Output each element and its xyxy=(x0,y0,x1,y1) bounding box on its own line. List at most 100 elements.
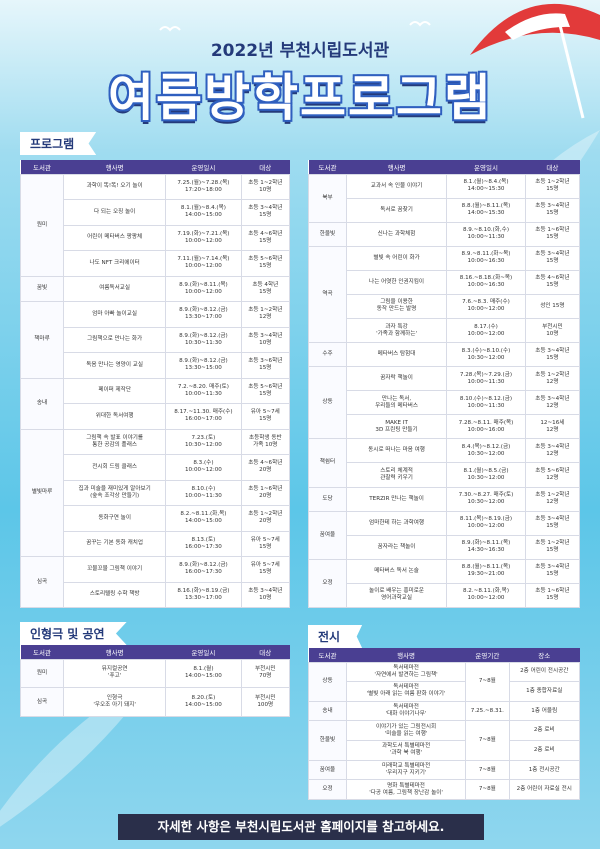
row: 한울빛 이야기가 있는 그림전시회 '미술을 읽는 여행' 7~8월 2층 로비 xyxy=(308,720,581,761)
cell-line: 인형극 xyxy=(106,695,123,702)
time-cell: 8.9.(화)~8.12.(금) 10:30~11:30 xyxy=(165,326,242,353)
cell-line: 8.10.(수) xyxy=(191,485,216,492)
cell-line: 초등 4~6학년 xyxy=(535,275,570,282)
row: 원미 과학이 똑!똑! 오기 놀이 7.25.(월)~7.28.(목) 17:20~1… xyxy=(19,173,291,277)
header-cell: 운영일시 xyxy=(165,160,242,174)
cell-line: 8.8.(월)~8.11.(목) xyxy=(461,564,511,571)
cell-line: 15명 xyxy=(259,569,272,576)
time-cell: 8.2.~8.11.(화,목) 10:00~12:00 xyxy=(446,582,526,609)
cell-line: 3D 프린팅 만들기 xyxy=(375,426,418,433)
library-cell: 책쉼터 xyxy=(308,438,347,488)
event-cell: 그림을 이용한 동작 만드는 발명 xyxy=(345,293,448,319)
cell-line: 10명 xyxy=(259,339,272,346)
cell-line: 초등 3~4학년 xyxy=(535,251,570,258)
cell-line: 관찰력 키우기 xyxy=(380,474,413,481)
header-cell: 대상 xyxy=(241,160,290,174)
target-cell: 초등 1~6학년 15명 xyxy=(524,582,581,609)
time-cell: 7.25.(월)~7.28.(목) 17:20~18:00 xyxy=(165,173,242,200)
row: 어린이 메타버스 팡팡체 7.19.(화)~7.21.(목) 10:00~12:00… xyxy=(21,224,291,251)
time-cell: 7.28.~8.11. 매주(목) 10:00~16:00 xyxy=(446,414,526,440)
cell-line: 10명 xyxy=(259,186,272,193)
cell-line: 교과서 속 인물 이야기 xyxy=(370,182,423,189)
time-cell: 8.9.(화)~8.12.(금) 13:30~17:00 xyxy=(165,301,242,328)
target-cell: 초등 1~2학년 12명 xyxy=(240,301,291,328)
cell-line: '우오조 아기 돼지' xyxy=(93,702,136,709)
cell-line: 7.25.(월)~7.28.(목) xyxy=(177,179,230,186)
cell-line: 15명 xyxy=(546,595,559,602)
cell-line: 집과 미술을 재미있게 알아보기 xyxy=(78,485,151,492)
cell-line: 초등 4~6학년 xyxy=(248,460,283,467)
header-row: 도서관 행사명 운영일시 대상 xyxy=(20,645,290,659)
cell-line: 놀이로 배우는 흥미로운 xyxy=(369,588,425,595)
cell-line: 8.9.(화)~8.12.(금) xyxy=(179,307,228,314)
cell-line: 2층 로비 xyxy=(533,746,555,753)
time-cell: 8.1.(월) 14:00~15:00 xyxy=(165,658,242,689)
time-cell: 8.11.(목)~8.19.(금) 10:00~12:00 xyxy=(446,510,526,536)
cell-line: 초등 3~4학년 xyxy=(535,203,570,210)
cell-line: 성인 15명 xyxy=(540,302,565,309)
cell-line: 10:30~12:00 xyxy=(467,474,505,481)
footer-note: 자세한 사항은 부천시립도서관 홈페이지를 참고하세요. xyxy=(118,814,484,840)
cell-line: 10:00~12:00 xyxy=(184,467,222,474)
cell-line: 8.11.(목)~8.19.(금) xyxy=(459,516,513,523)
cell-line: 부천시민 xyxy=(254,666,276,673)
cell-line: 8.13.(토) xyxy=(191,536,216,543)
cell-line: 8.9.(화)~8.12.(금) xyxy=(179,358,228,365)
cell-line: 15명 xyxy=(259,237,272,244)
cell-line: 17:20~18:00 xyxy=(184,186,222,193)
library-cell: 꿈여울 xyxy=(308,759,347,781)
cell-line: 메타버스 독서 논술 xyxy=(374,567,419,574)
cell-line: 14:00~15:00 xyxy=(184,518,222,525)
cell-line: 13:30~17:00 xyxy=(184,314,222,321)
cell-line: 8.1.(월)~8.5.(금) xyxy=(463,467,509,474)
time-cell: 8.9.~8.10.(화,수) 10:00~11:30 xyxy=(446,221,526,247)
row: 오정 메타버스 독서 논술 8.8.(월)~8.11.(목) 19:30~21:00 초… xyxy=(308,558,581,609)
row: 송내 독서테마전 '대화 이야기나무' 7.25.~8.31. 1층 어울림 xyxy=(308,700,581,722)
cell-line: 8.9.(화)~8.11.(목) xyxy=(179,281,228,288)
cell-line: 8.9.(화)~8.11.(목) xyxy=(461,540,511,547)
event-cell: 여름독서교실 xyxy=(63,275,167,302)
cell-line: 초등 3~4학년 xyxy=(535,443,570,450)
cell-line: 전시회 드림 클래스 xyxy=(92,463,137,470)
cell-line: 나는 어엿한 인권지킴이 xyxy=(369,278,425,285)
library-cell: 책마루 xyxy=(19,301,65,379)
target-cell: 초등 3~4학년 10명 xyxy=(240,581,291,608)
cell-line: 8.17.~11.30. 매주(수) xyxy=(174,409,233,416)
cell-line: 8.3.(수)~8.10.(수) xyxy=(461,347,511,354)
cell-line: 8.2.~8.11.(화,목) xyxy=(462,588,509,595)
cell-line: 14:00~15:30 xyxy=(467,186,505,193)
cell-line: 신나는 과학체험 xyxy=(377,230,416,237)
target-cell: 초등 4~6학년 15명 xyxy=(240,224,291,251)
event-cell: 독서로 꿈찾기 xyxy=(345,197,448,223)
period-cell: 7~8월 xyxy=(465,661,510,702)
time-cell: 8.20.(토) 14:00~15:00 xyxy=(165,687,242,717)
row: 수주 메타버스 탐험대 8.3.(수)~8.10.(수) 10:30~12:00 초등 … xyxy=(308,342,581,368)
cell-line: 15명 xyxy=(546,571,559,578)
row: 과학도서 특별테마전 '과학 북 여행' 2층 로비 xyxy=(309,740,581,761)
header-cell: 장소 xyxy=(509,648,580,662)
cell-line: 부천시민 xyxy=(254,695,276,702)
header-cell: 행사명 xyxy=(63,160,166,174)
target-cell: 유아 5~7세 15명 xyxy=(240,530,291,557)
event-cell: 교과서 속 인물 이야기 xyxy=(345,173,448,199)
cell-line: 16:00~17:00 xyxy=(184,416,222,423)
period-cell: 7.25.~8.31. xyxy=(465,700,510,722)
cell-line: 페이퍼 제작단 xyxy=(98,387,131,394)
cell-line: 여름독서교실 xyxy=(99,285,131,292)
cell-line: 초등 4~6학년 xyxy=(248,230,283,237)
cell-line: 엄마한테 하는 과학여행 xyxy=(369,519,425,526)
cell-line: TERZIR 만나는 책놀이 xyxy=(369,495,424,502)
library-cell: 송내 xyxy=(19,377,65,430)
cell-line: 영어과학교실 xyxy=(381,595,413,602)
time-cell: 8.1.(월)~8.5.(금) 10:30~12:00 xyxy=(446,462,526,488)
cell-line: 그림을 이용한 xyxy=(380,299,413,306)
cell-line: 16:00~17:30 xyxy=(184,569,222,576)
cell-line: 초등 3~4학년 xyxy=(248,332,283,339)
cell-line: 7.28.(목)~7.29.(금) xyxy=(459,371,513,378)
cell-line: 15명 xyxy=(546,354,559,361)
target-cell: 초등 3~4학년 15명 xyxy=(524,510,581,536)
event-cell: 스토리텔링 수학 책방 xyxy=(63,581,167,608)
cell-line: '대화 이야기나무' xyxy=(385,711,427,718)
cell-line: '자연에서 발견하는 그림책' xyxy=(374,671,438,678)
